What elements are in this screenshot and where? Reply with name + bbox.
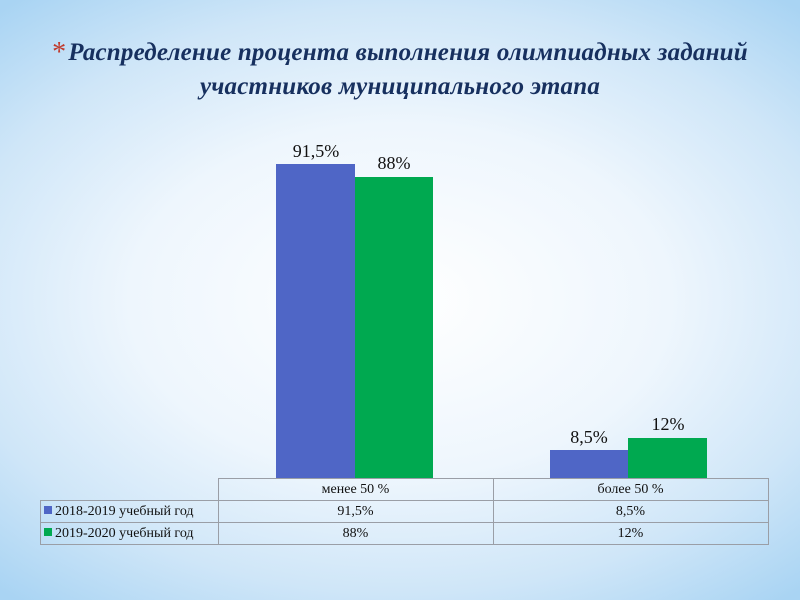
- bar-2018-more50: [550, 450, 628, 478]
- table-cell: 8,5%: [492, 500, 769, 523]
- table-cell: 12%: [492, 522, 769, 545]
- bar-2019-less50: [355, 177, 433, 478]
- table-cell: 91,5%: [217, 500, 494, 523]
- series-label: 2019-2020 учебный год: [55, 525, 194, 541]
- data-label: 88%: [377, 153, 411, 173]
- bar-2019-more50: [628, 438, 707, 478]
- bar-2018-less50: [276, 164, 355, 478]
- data-label: 8,5%: [570, 427, 608, 447]
- data-label: 12%: [651, 414, 685, 434]
- table-cell: 88%: [217, 522, 494, 545]
- title-line-1: Распределение процента выполнения олимпи…: [68, 39, 748, 66]
- series-label: 2018-2019 учебный год: [55, 503, 194, 519]
- table-header-row: менее 50 % более 50 %: [41, 478, 769, 501]
- title-line-2: участников муниципального этапа: [199, 73, 601, 100]
- asterisk-bullet-icon: *: [52, 37, 67, 68]
- table-header: менее 50 %: [217, 478, 494, 501]
- data-label: 91,5%: [292, 141, 340, 161]
- legend-swatch-icon: [44, 505, 52, 514]
- table-header: более 50 %: [492, 478, 769, 501]
- table-row: 2019-2020 учебный год 88% 12%: [40, 522, 769, 545]
- legend-swatch-icon: [44, 527, 52, 536]
- slide-title: *Распределение процента выполнения олимп…: [0, 36, 800, 104]
- table-row: 2018-2019 учебный год 91,5% 8,5%: [40, 500, 769, 523]
- data-table: менее 50 % более 50 % 2018-2019 учебный …: [40, 478, 769, 545]
